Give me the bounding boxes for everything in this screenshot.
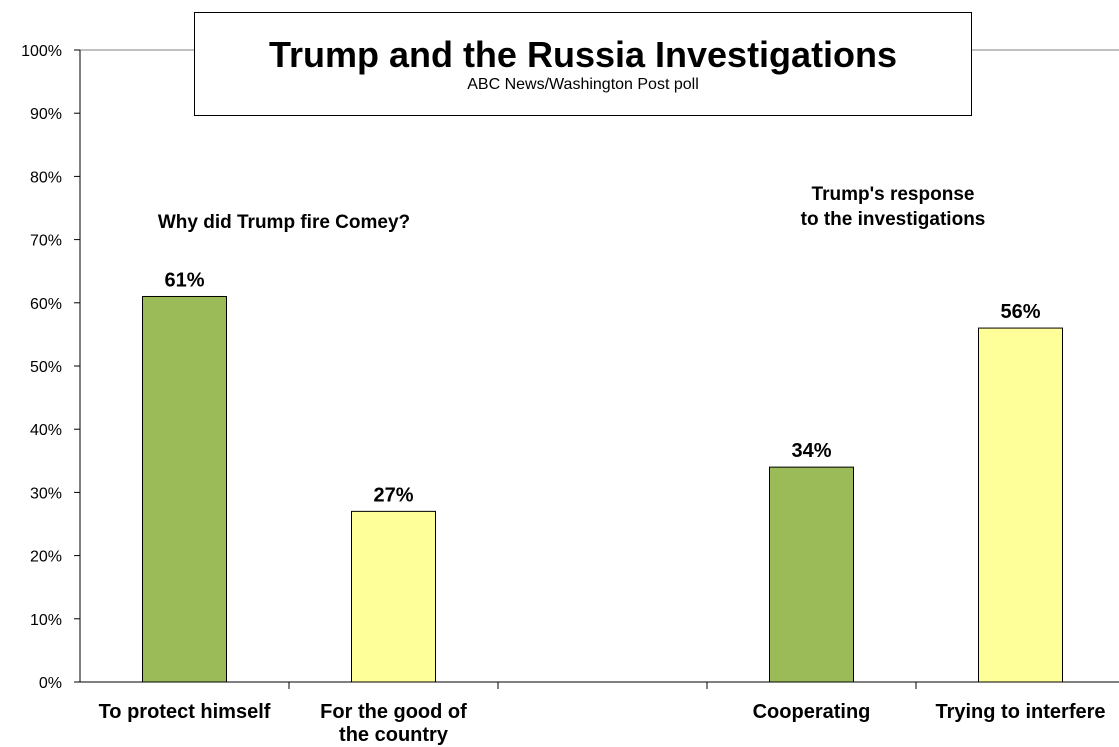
bar: [978, 327, 1063, 683]
y-tick-label: 50%: [30, 359, 62, 376]
data-label: 56%: [1000, 301, 1040, 323]
y-tick-label: 100%: [21, 43, 62, 60]
chart-title: Trump and the Russia Investigations: [268, 34, 898, 75]
group-label: Why did Trump fire Comey?: [158, 212, 410, 233]
chart-subtitle: ABC News/Washington Post poll: [467, 76, 699, 93]
y-tick-label: 60%: [30, 296, 62, 313]
title-box: Trump and the Russia Investigations ABC …: [194, 12, 972, 116]
bar: [142, 295, 227, 683]
data-label: 34%: [791, 440, 831, 462]
group-labels: Why did Trump fire Comey? Trump's respons…: [158, 184, 986, 233]
y-tick-label: 70%: [30, 233, 62, 250]
category-label: To protect himself: [99, 701, 271, 723]
category-label: Trying to interfere: [935, 701, 1105, 723]
y-ticks: 0% 10% 20% 30% 40% 50% 60% 70% 80% 90% 100%: [21, 43, 80, 692]
y-tick-label: 40%: [30, 422, 62, 439]
y-tick-label: 0%: [39, 675, 62, 692]
category-label: Cooperating: [753, 701, 871, 723]
group-label: to the investigations: [801, 209, 986, 230]
bars: 61% To protect himself 27% For the good oft…: [99, 269, 1106, 746]
y-tick-label: 80%: [30, 169, 62, 186]
y-tick-label: 20%: [30, 549, 62, 566]
y-tick-label: 10%: [30, 612, 62, 629]
category-label: the country: [339, 724, 449, 746]
category-label: For the good of: [320, 701, 467, 723]
data-label: 61%: [164, 269, 204, 291]
bar: [351, 510, 436, 683]
y-tick-label: 90%: [30, 106, 62, 123]
group-label: Trump's response: [812, 184, 975, 205]
data-label: 27%: [373, 484, 413, 506]
y-tick-label: 30%: [30, 485, 62, 502]
x-ticks: [288, 682, 917, 689]
bar: [769, 466, 854, 683]
